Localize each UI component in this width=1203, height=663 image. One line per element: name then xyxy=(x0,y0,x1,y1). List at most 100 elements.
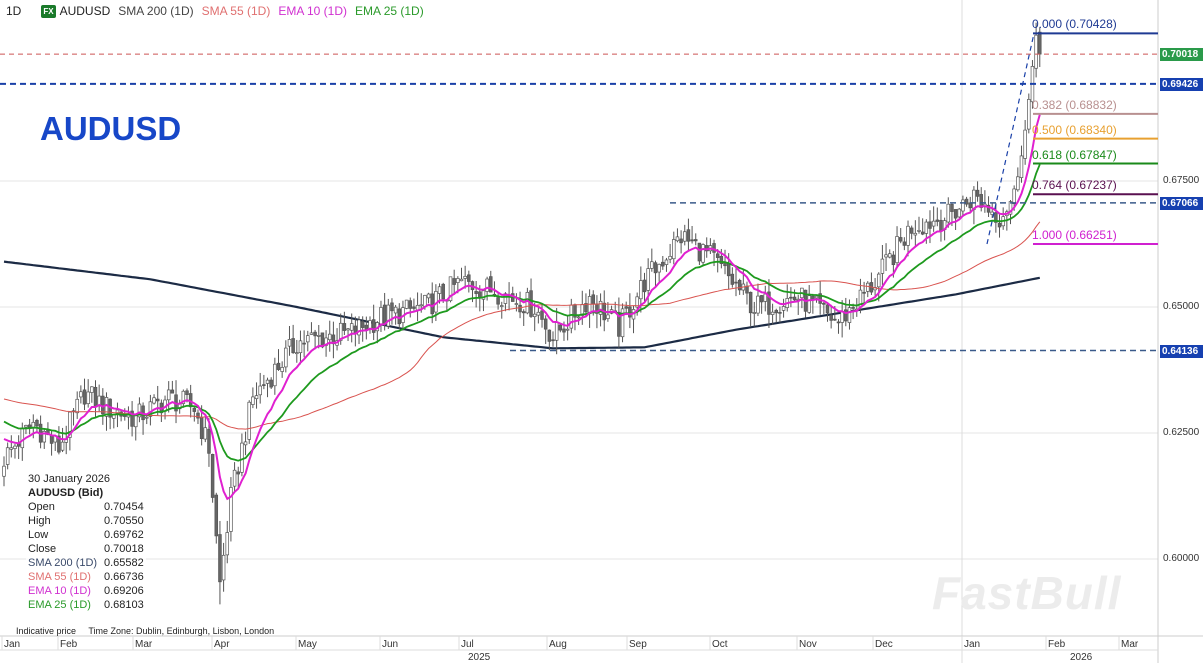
candle-body xyxy=(1008,201,1013,215)
candle-body xyxy=(554,322,559,341)
candle xyxy=(298,330,303,365)
candle-body xyxy=(693,239,698,242)
candle-body xyxy=(851,307,855,309)
chart-title: AUDUSD xyxy=(40,110,182,147)
candle-body xyxy=(650,261,654,269)
candle xyxy=(964,196,969,207)
candle xyxy=(82,378,87,411)
candle xyxy=(953,209,958,230)
candle xyxy=(584,293,588,317)
candle xyxy=(653,260,658,288)
candle xyxy=(935,207,940,227)
candle-body xyxy=(137,403,142,418)
info-label: SMA 200 (1D) xyxy=(28,557,98,569)
candle xyxy=(906,220,910,257)
candle xyxy=(236,466,240,488)
candle xyxy=(697,242,702,266)
candle-body xyxy=(236,471,240,475)
candle-body xyxy=(232,469,237,487)
candle-body xyxy=(825,304,830,314)
candle-body xyxy=(642,279,647,293)
x-tick-label: Dec xyxy=(875,639,893,650)
candle-body xyxy=(759,295,764,303)
candle-body xyxy=(456,278,460,283)
info-row: High 0.70550 xyxy=(28,514,144,528)
candle-body xyxy=(909,227,914,234)
info-value: 0.68103 xyxy=(104,599,144,611)
fib-label: 0.000 (0.70428) xyxy=(1032,17,1117,32)
candle-body xyxy=(284,347,288,368)
symbol[interactable]: AUDUSD xyxy=(59,4,111,18)
candle xyxy=(317,324,321,349)
candle xyxy=(946,197,951,228)
x-tick-label: Jun xyxy=(382,639,399,650)
candle-body xyxy=(218,534,222,583)
candle xyxy=(873,278,877,296)
candle-body xyxy=(452,278,456,285)
candle-body xyxy=(390,302,394,312)
candle xyxy=(134,414,138,441)
candle-body xyxy=(265,379,270,384)
candle xyxy=(57,426,61,455)
fx-badge-icon: FX xyxy=(41,4,56,18)
candle xyxy=(686,218,691,251)
candle-body xyxy=(1034,34,1038,69)
candle-body xyxy=(536,311,541,316)
candle xyxy=(510,286,515,302)
candle xyxy=(390,298,394,325)
candle-body xyxy=(419,304,423,307)
candle xyxy=(1019,145,1024,183)
y-tick-label: 0.65000 xyxy=(1163,301,1200,312)
candle-body xyxy=(210,454,215,498)
candle xyxy=(939,209,943,242)
candle xyxy=(961,195,965,217)
candle-body xyxy=(565,328,570,331)
info-label: EMA 25 (1D) xyxy=(28,599,91,611)
candle-body xyxy=(9,447,14,450)
candle xyxy=(386,298,391,330)
candle-body xyxy=(847,307,852,323)
info-value: 0.65582 xyxy=(104,557,144,569)
candle xyxy=(474,280,478,308)
candle-body xyxy=(317,335,321,337)
candle xyxy=(979,187,983,212)
candle xyxy=(68,411,72,451)
candle-body xyxy=(262,384,266,386)
candle xyxy=(463,265,467,289)
candle xyxy=(774,308,779,323)
candle-body xyxy=(243,441,248,446)
candle xyxy=(920,218,925,236)
candle xyxy=(880,245,885,285)
candle-body xyxy=(192,407,197,412)
legend-sma55[interactable]: SMA 55 (1D) xyxy=(201,4,271,18)
candle xyxy=(931,206,936,232)
candle xyxy=(481,290,486,312)
legend-ema25[interactable]: EMA 25 (1D) xyxy=(355,4,424,18)
candle-body xyxy=(591,294,596,305)
candle-body xyxy=(997,222,1002,228)
candle-body xyxy=(521,311,526,314)
candle xyxy=(16,435,21,460)
candle xyxy=(759,295,764,314)
candle-body xyxy=(148,401,153,417)
candle-body xyxy=(829,314,833,321)
candle-body xyxy=(756,295,760,314)
legend-sma200[interactable]: SMA 200 (1D) xyxy=(118,4,194,18)
candle-body xyxy=(518,304,522,313)
y-tick-label: 0.60000 xyxy=(1163,553,1200,564)
candle xyxy=(152,394,156,405)
candle-body xyxy=(481,290,486,300)
candle-body xyxy=(478,291,482,298)
price-badge: 0.64136 xyxy=(1160,344,1203,358)
candle-body xyxy=(357,319,361,336)
x-tick-label: Nov xyxy=(799,639,817,650)
candle-body xyxy=(752,312,757,314)
candle-body xyxy=(950,204,954,212)
timeframe[interactable]: 1D xyxy=(6,4,22,18)
candle-body xyxy=(653,262,658,274)
candle xyxy=(306,330,310,352)
legend-ema10[interactable]: EMA 10 (1D) xyxy=(278,4,348,18)
candle xyxy=(730,267,735,288)
info-value: 0.70454 xyxy=(104,501,144,513)
